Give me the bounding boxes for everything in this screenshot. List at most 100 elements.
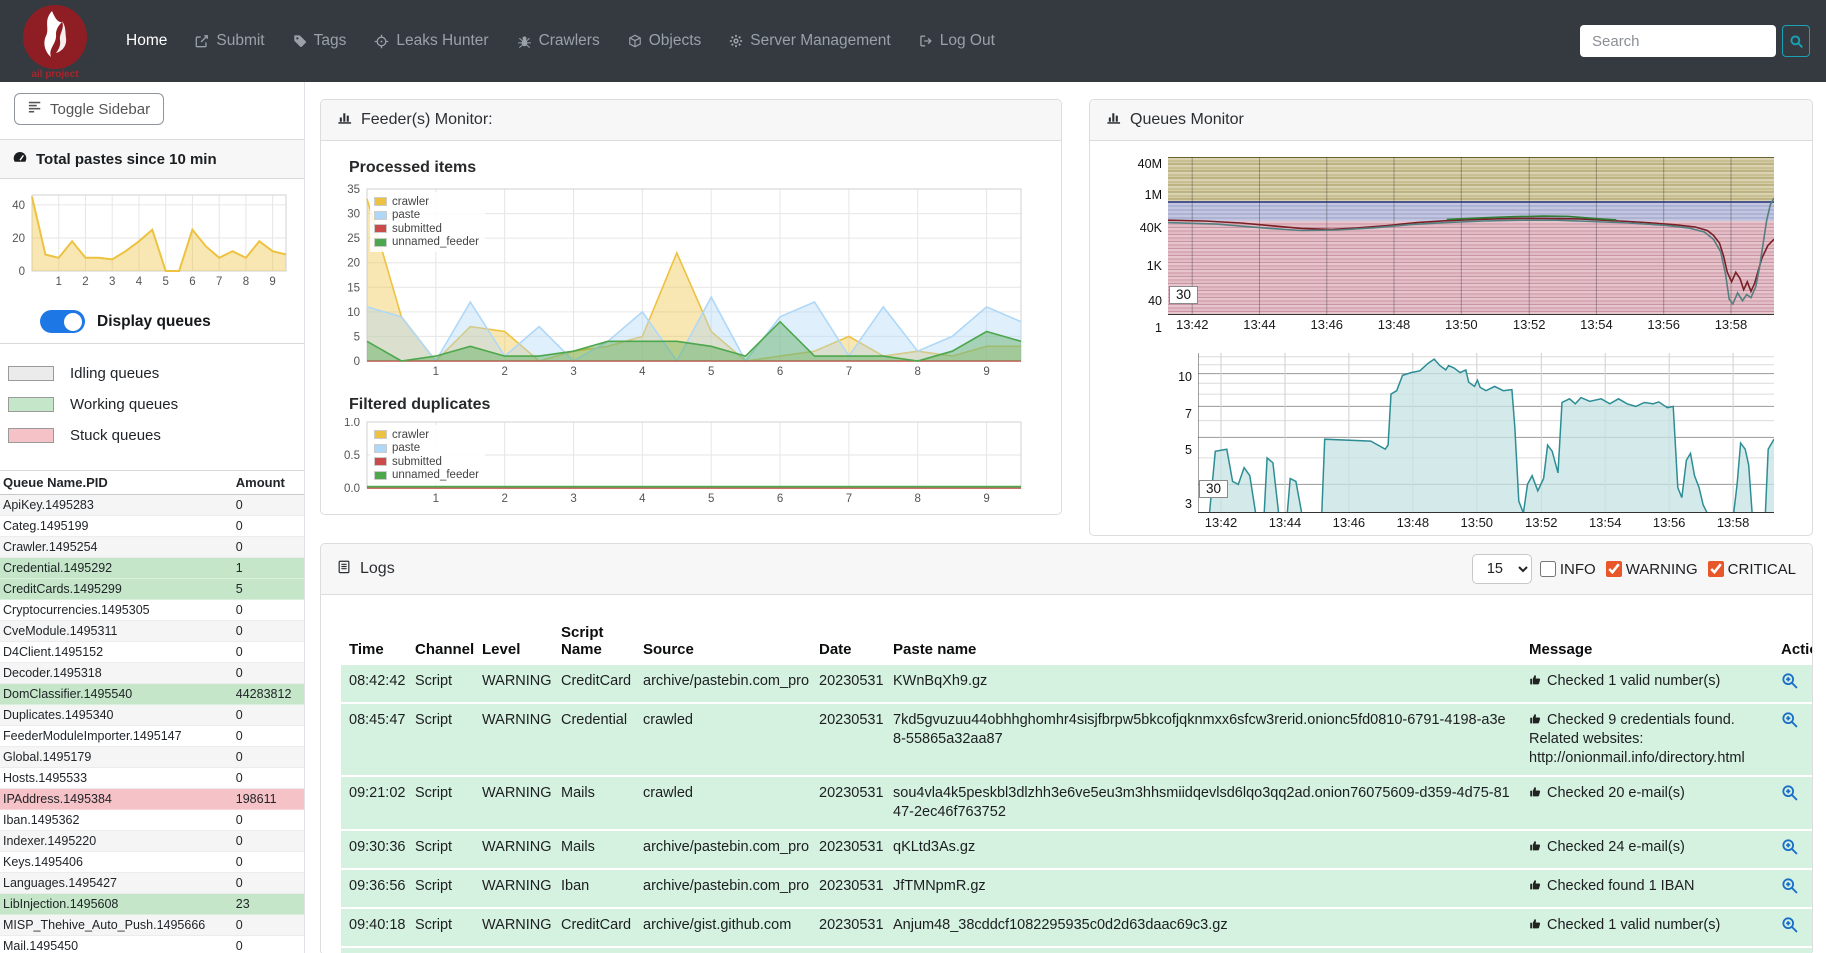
svg-text:4: 4 (639, 366, 646, 378)
queue-row: MISP_Thehive_Auto_Push.1495666 0 (0, 914, 304, 936)
queues-panel-header: Queues Monitor (1090, 100, 1812, 141)
nav-item-objects[interactable]: Objects (614, 22, 716, 60)
ail-logo-icon (23, 5, 87, 69)
log-actions (1773, 869, 1812, 909)
logs-header-time: Time (349, 641, 384, 658)
queue-amount: 0 (232, 599, 304, 621)
log-script: Credential (553, 703, 635, 777)
time-tick-label: 13:44 (1268, 515, 1302, 530)
time-tick-label: 13:44 (1243, 317, 1276, 332)
search-button[interactable] (1782, 25, 1810, 57)
queue-row: Hosts.1495533 0 (0, 767, 304, 789)
queue-name: CveModule.1495311 (0, 620, 233, 642)
nav-item-tags[interactable]: Tags (279, 22, 361, 60)
feeder-monitor-panel: Feeder(s) Monitor: Processed items 0 5 10 1… (320, 99, 1062, 515)
legend-swatch (8, 428, 54, 443)
toggle-sidebar-button[interactable]: Toggle Sidebar (14, 93, 165, 125)
queue-row: LibInjection.1495608 23 (0, 893, 304, 915)
legend-series-name: submitted (392, 222, 442, 235)
display-queues-toggle[interactable] (40, 310, 85, 333)
log-time: 09:36:56 (341, 869, 407, 909)
svg-text:6: 6 (189, 276, 195, 288)
nav-item-label: Submit (216, 32, 265, 49)
svg-text:40: 40 (12, 200, 25, 212)
queue-row: Global.1495179 0 (0, 746, 304, 768)
queue-name: Indexer.1495220 (0, 830, 233, 852)
queue-amount: 44283812 (232, 683, 304, 705)
legend-label: Working queues (70, 396, 179, 413)
thumbs-up-icon (1529, 674, 1542, 690)
nav-menu-item: Leaks Hunter (360, 22, 502, 60)
time-tick-label: 13:48 (1377, 317, 1411, 332)
queue-row: ApiKey.1495283 0 (0, 494, 304, 516)
queue-row: Credential.1495292 1 (0, 557, 304, 579)
thumbs-up-icon (1529, 879, 1542, 895)
log-level: WARNING (474, 665, 553, 704)
nav-menu-item: Server Management (715, 22, 904, 60)
logs-filter-checkbox-warning[interactable] (1605, 561, 1622, 577)
show-paste-button[interactable] (1781, 877, 1798, 894)
show-paste-button[interactable] (1781, 916, 1798, 933)
queue-row: Keys.1495406 0 (0, 851, 304, 873)
y-tick-label: 40M (1137, 157, 1162, 172)
log-date: 20230531 (811, 703, 885, 777)
toggle-knob (64, 312, 82, 331)
search-input[interactable] (1580, 25, 1776, 57)
log-channel: Script (407, 947, 474, 953)
nav-item-crawlers[interactable]: Crawlers (503, 22, 614, 60)
queues-main-chart: 40M 1M 40K 1K 40 1 30 13:42 13:44 13:46 13:48 13:… (1138, 157, 1802, 339)
svg-text:6: 6 (777, 493, 783, 505)
thumbs-up-icon (1529, 918, 1542, 934)
queue-row: Indexer.1495220 0 (0, 830, 304, 852)
display-queues-label: Display queues (97, 312, 211, 330)
logs-header-message: Message (1529, 641, 1593, 658)
svg-text:1: 1 (433, 493, 439, 505)
svg-text:8: 8 (915, 493, 921, 505)
log-date: 20230531 (811, 908, 885, 948)
show-paste-button[interactable] (1781, 784, 1798, 801)
queue-name: Crawler.1495254 (0, 536, 233, 558)
svg-text:3: 3 (570, 493, 576, 505)
logs-filter-checkbox-info[interactable] (1539, 561, 1556, 577)
time-tick-label: 13:48 (1396, 515, 1430, 530)
filtered-duplicates-svg: 0.0 0.5 1.0 1 2 3 4 5 6 7 8 9 (344, 417, 1022, 505)
legend-item-idling-queues: Idling queues (8, 365, 290, 382)
log-script: Mails (553, 776, 635, 831)
brand-logo[interactable]: ail project (16, 0, 94, 82)
legend-series-name: unnamed_feeder (392, 469, 479, 481)
svg-text:35: 35 (347, 184, 360, 196)
nav-item-server-management[interactable]: Server Management (715, 22, 904, 60)
queue-amount: 1 (232, 557, 304, 579)
nav-item-home[interactable]: Home (112, 22, 181, 60)
svg-text:15: 15 (347, 282, 360, 294)
logs-header-channel: Channel (415, 641, 475, 658)
svg-text:5: 5 (162, 276, 168, 288)
show-paste-button[interactable] (1781, 838, 1798, 855)
feeder-panel-header: Feeder(s) Monitor: (321, 100, 1061, 141)
queue-name: FeederModuleImporter.1495147 (0, 725, 233, 747)
nav-item-log-out[interactable]: Log Out (905, 22, 1009, 60)
queue-amount: 0 (232, 725, 304, 747)
logs-filter-checkbox-critical[interactable] (1707, 561, 1724, 577)
log-source: crawled (635, 776, 811, 831)
log-source: archive/pastebin.com_pro (635, 869, 811, 909)
queues-teal-chart: 10 7 5 3 30 13:42 13:44 13:46 13:48 13:50 13:52 1… (1178, 353, 1802, 535)
legend-entry-crawler: crawler (374, 429, 479, 441)
log-source: archive/pastebin.com_pro (635, 665, 811, 704)
nav-item-submit[interactable]: Submit (181, 22, 278, 60)
log-paste-name: JfTMNpmR.gz (885, 869, 1521, 909)
legend-entry-submitted: submitted (374, 456, 479, 468)
log-script: CreditCard (553, 947, 635, 953)
show-paste-button[interactable] (1781, 672, 1798, 689)
log-channel: Script (407, 869, 474, 909)
log-message-text: Checked 1 valid number(s) (1547, 673, 1721, 689)
svg-text:0.5: 0.5 (344, 450, 360, 462)
logs-page-size-select[interactable]: 15 (1471, 554, 1532, 584)
queue-table-header-name: Queue Name.PID (0, 470, 233, 495)
nav-menu-item: Log Out (905, 22, 1009, 60)
svg-text:2: 2 (82, 276, 88, 288)
show-paste-button[interactable] (1781, 711, 1798, 728)
time-tick-label: 13:54 (1580, 317, 1613, 332)
nav-item-leaks-hunter[interactable]: Leaks Hunter (360, 22, 502, 60)
feeder-panel-title: Feeder(s) Monitor: (361, 111, 493, 128)
